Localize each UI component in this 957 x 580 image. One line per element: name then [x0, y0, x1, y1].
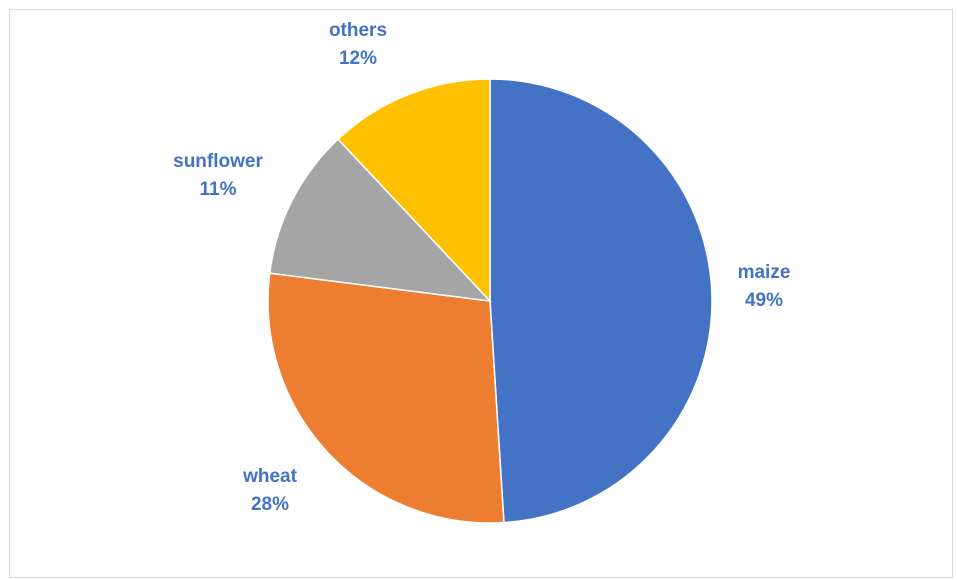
slice-percent-others: 12%	[339, 48, 377, 69]
pie-slice-sunflower	[268, 138, 492, 303]
pie-slice-maize	[489, 78, 713, 524]
slice-percent-maize: 49%	[745, 290, 783, 311]
slice-labels: maize 49% wheat 28% sunflower 11% others 12%	[173, 20, 790, 515]
slice-percent-sunflower: 11%	[200, 179, 237, 200]
slice-label-sunflower: sunflower	[173, 151, 263, 172]
slice-percent-wheat: 28%	[251, 494, 289, 515]
slice-label-wheat: wheat	[242, 466, 298, 487]
pie-slice-others	[336, 78, 491, 303]
pie-slice-wheat	[267, 272, 505, 524]
slice-label-maize: maize	[738, 262, 791, 283]
slice-label-others: others	[329, 20, 387, 41]
pie-slices	[267, 78, 713, 524]
